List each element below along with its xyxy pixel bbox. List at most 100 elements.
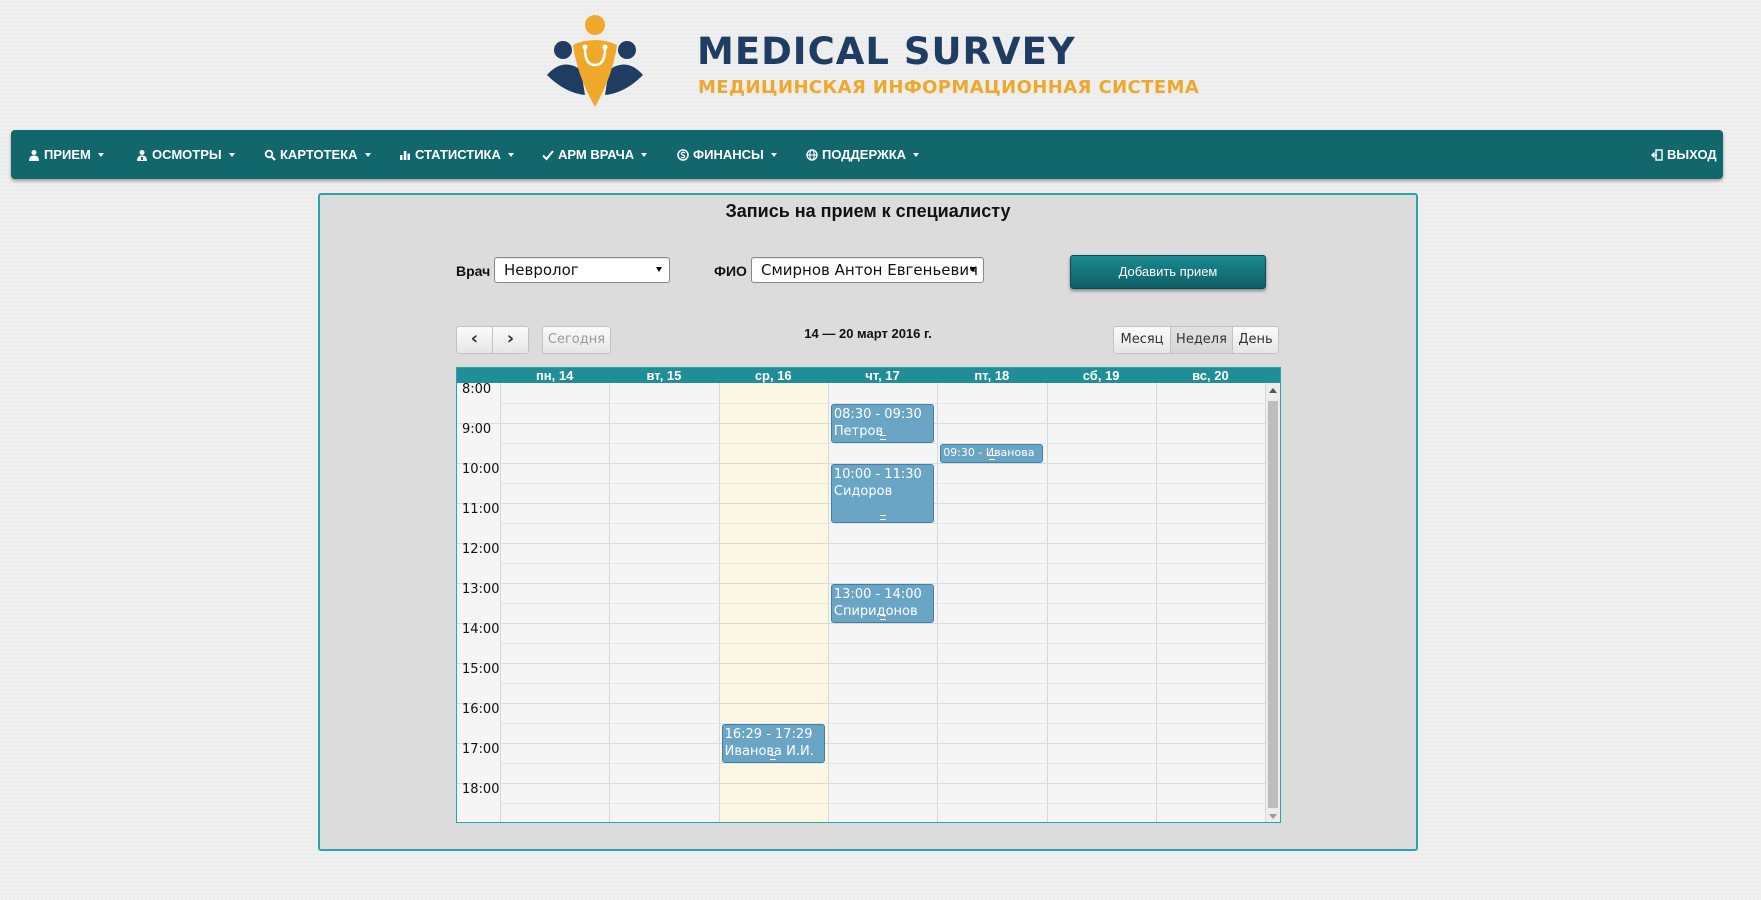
calendar-header: пн, 14 вт, 15 ср, 16 чт, 17 пт, 18 сб, 19 вс, … — [457, 368, 1280, 383]
bar-chart-icon — [400, 150, 410, 160]
fio-select[interactable]: Смирнов Антон Евгеньевич — [751, 257, 984, 283]
half-hour-line — [500, 443, 1265, 444]
half-hour-line — [500, 403, 1265, 404]
fio-label: ФИО — [714, 263, 747, 279]
add-appointment-button[interactable]: Добавить прием — [1070, 255, 1266, 289]
doctor-label: Врач — [456, 263, 491, 279]
calendar-event[interactable]: 09:30 - Иванова — [940, 444, 1044, 463]
day-header: ср, 16 — [754, 368, 792, 383]
event-time: 09:30 - Иванова — [943, 446, 1035, 459]
week-calendar: пн, 14 вт, 15 ср, 16 чт, 17 пт, 18 сб, 19 вс, … — [456, 367, 1281, 823]
doctor-select-value: Невролог — [504, 261, 579, 279]
grid-column-line — [1046, 383, 1048, 822]
day-header: вс, 20 — [1192, 368, 1229, 383]
hour-line — [457, 743, 1265, 744]
resize-handle-icon[interactable] — [988, 455, 995, 460]
search-icon — [264, 149, 276, 161]
half-hour-line — [500, 803, 1265, 804]
day-header: пн, 14 — [535, 368, 574, 383]
grid-column-line — [1265, 383, 1267, 822]
half-hour-line — [500, 563, 1265, 564]
hour-line — [457, 543, 1265, 544]
dropdown-arrow-icon — [970, 267, 976, 272]
doctor-select[interactable]: Невролог — [494, 257, 670, 283]
resize-handle-icon[interactable] — [879, 435, 886, 440]
day-header: пт, 18 — [974, 368, 1010, 383]
time-label: 16:00 — [462, 702, 500, 717]
scroll-up-icon[interactable] — [1269, 388, 1277, 393]
nav-item-finansy[interactable]: ФИНАНСЫ — [677, 130, 777, 179]
half-hour-line — [500, 723, 1265, 724]
time-label: 8:00 — [462, 382, 492, 397]
day-header: сб, 19 — [1082, 368, 1120, 383]
grid-column-line — [1155, 383, 1157, 822]
event-title: Сидоров — [833, 484, 893, 499]
fio-select-value: Смирнов Антон Евгеньевич — [761, 261, 978, 279]
nav-item-label: КАРТОТЕКА — [280, 147, 358, 162]
caret-down-icon — [641, 152, 648, 157]
nav-item-label: АРМ ВРАЧА — [558, 147, 635, 162]
user-icon — [29, 149, 39, 161]
scroll-down-icon[interactable] — [1269, 814, 1277, 819]
nav-item-statistika[interactable]: СТАТИСТИКА — [399, 130, 514, 179]
nav-item-kartoteka[interactable]: КАРТОТЕКА — [264, 130, 371, 179]
logout-button[interactable]: ВЫХОД — [1651, 130, 1717, 179]
scroll-thumb[interactable] — [1268, 401, 1278, 808]
today-button[interactable]: Сегодня — [542, 326, 611, 354]
time-label: 13:00 — [462, 582, 500, 597]
brand-title: MEDICAL SURVEY — [697, 30, 1076, 73]
hour-line — [457, 783, 1265, 784]
logout-label: ВЫХОД — [1667, 147, 1717, 162]
event-time: 10:00 - 11:30 — [833, 467, 922, 482]
calendar-event[interactable]: 08:30 - 09:30 Петров — [830, 404, 935, 443]
event-time: 16:29 - 17:29 — [724, 727, 813, 742]
caret-down-icon — [507, 152, 514, 157]
date-range-title: 14 — 20 март 2016 г. — [804, 326, 932, 341]
grid-column-line — [827, 383, 829, 822]
calendar-scrollbar[interactable] — [1266, 383, 1280, 822]
hour-line — [457, 663, 1265, 664]
calendar-event[interactable]: 16:29 - 17:29 Иванова И.И. — [721, 724, 825, 763]
resize-handle-icon[interactable] — [879, 615, 886, 620]
main-navbar: ПРИЕМ ОСМОТРЫ КАРТОТЕКА СТАТИСТИКА АРМ В… — [11, 130, 1723, 179]
hour-line — [457, 703, 1265, 704]
user-md-icon — [137, 149, 147, 161]
view-day-button[interactable]: День — [1232, 326, 1279, 354]
nav-item-label: ОСМОТРЫ — [152, 147, 222, 162]
time-label: 15:00 — [462, 662, 500, 677]
hour-line — [457, 583, 1265, 584]
resize-handle-icon[interactable] — [770, 755, 777, 760]
time-label: 10:00 — [462, 462, 500, 477]
caret-down-icon — [364, 152, 371, 157]
next-week-button[interactable]: › — [492, 326, 529, 354]
event-time: 08:30 - 09:30 — [833, 407, 922, 422]
view-month-button[interactable]: Месяц — [1113, 326, 1171, 354]
day-header: чт, 17 — [865, 368, 900, 383]
half-hour-line — [500, 683, 1265, 684]
nav-item-priem[interactable]: ПРИЕМ — [28, 130, 104, 179]
grid-column-line — [937, 383, 939, 822]
caret-down-icon — [228, 152, 235, 157]
half-hour-line — [500, 643, 1265, 644]
nav-item-arm-vracha[interactable]: АРМ ВРАЧА — [542, 130, 648, 179]
event-time: 13:00 - 14:00 — [833, 587, 922, 602]
view-week-button[interactable]: Неделя — [1170, 326, 1233, 354]
coin-icon — [677, 148, 689, 161]
hour-line — [457, 623, 1265, 624]
nav-item-osmotry[interactable]: ОСМОТРЫ — [136, 130, 235, 179]
calendar-grid[interactable]: 8:00 9:00 10:00 11:00 12:00 13:00 14:00 15:00 16… — [457, 382, 1267, 822]
calendar-event[interactable]: 13:00 - 14:00 Спиридонов — [830, 584, 935, 623]
calendar-event[interactable]: 10:00 - 11:30 Сидоров — [830, 464, 935, 523]
time-label: 11:00 — [462, 502, 500, 517]
nav-item-label: ФИНАНСЫ — [693, 147, 764, 162]
grid-column-line — [500, 383, 501, 822]
day-header: вт, 15 — [646, 368, 682, 383]
caret-down-icon — [97, 152, 104, 157]
page-title: Запись на прием к специалисту — [725, 201, 1011, 221]
half-hour-line — [500, 763, 1265, 764]
brand-subtitle: МЕДИЦИНСКАЯ ИНФОРМАЦИОННАЯ СИСТЕМА — [698, 77, 1200, 98]
resize-handle-icon[interactable] — [879, 515, 886, 520]
nav-item-podderzhka[interactable]: ПОДДЕРЖКА — [806, 130, 920, 179]
half-hour-line — [500, 523, 1265, 524]
time-label: 14:00 — [462, 622, 500, 637]
